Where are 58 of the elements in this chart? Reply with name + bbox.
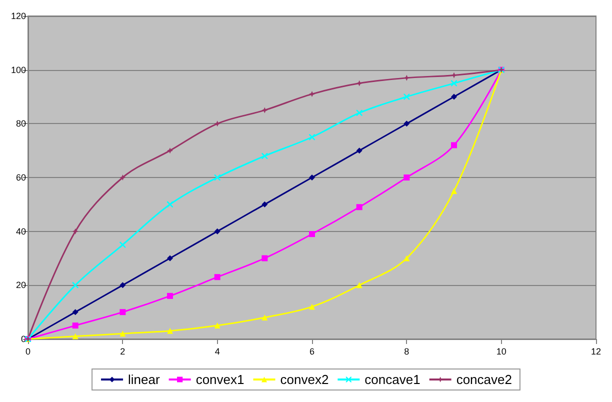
point [404,255,410,262]
point [214,274,220,280]
y-tick-label: 60 [16,172,26,182]
point [214,228,220,234]
y-tick-label: 100 [10,64,26,75]
x-tick-label: 4 [214,346,220,356]
point [309,174,316,180]
point [262,255,268,262]
point [451,80,457,86]
x-tick-label: 12 [590,346,601,356]
point [72,228,78,234]
point [356,148,362,154]
point [309,134,316,140]
point [72,309,78,316]
point [167,292,174,299]
point [309,91,316,98]
point [356,110,362,116]
x-tick-label: 10 [496,346,506,356]
legend-label: convex2 [280,372,329,387]
point [167,255,174,262]
point [72,282,78,288]
legend-label: convex1 [196,372,244,387]
point [214,120,220,127]
y-tick-label: 20 [16,280,26,290]
point [262,314,268,320]
y-tick-label: 120 [10,11,26,21]
x-tick-label: 6 [310,346,315,356]
point [214,174,220,180]
point [120,242,126,248]
point [404,120,410,127]
y-tick-label: 80 [16,118,26,129]
point [309,304,316,310]
point [72,333,78,340]
point [309,231,316,238]
point [120,309,126,316]
point [72,322,78,329]
x-tick-label: 8 [404,346,410,356]
point [404,174,410,180]
point [167,328,174,334]
point [120,282,126,288]
point [167,148,174,154]
y-tick-label: 40 [16,226,26,236]
legend-label: concave2 [456,372,512,387]
point [262,201,268,208]
legend-label: linear [128,372,160,387]
point [451,188,457,194]
point [120,174,126,180]
point [451,72,457,78]
point [451,142,457,148]
legend-label: concave1 [364,372,420,387]
point [120,330,126,337]
point [262,152,268,159]
point [262,107,268,114]
point [214,322,220,329]
point [356,282,362,288]
x-tick-label: 2 [120,346,126,356]
point [356,204,362,210]
point [451,94,457,100]
